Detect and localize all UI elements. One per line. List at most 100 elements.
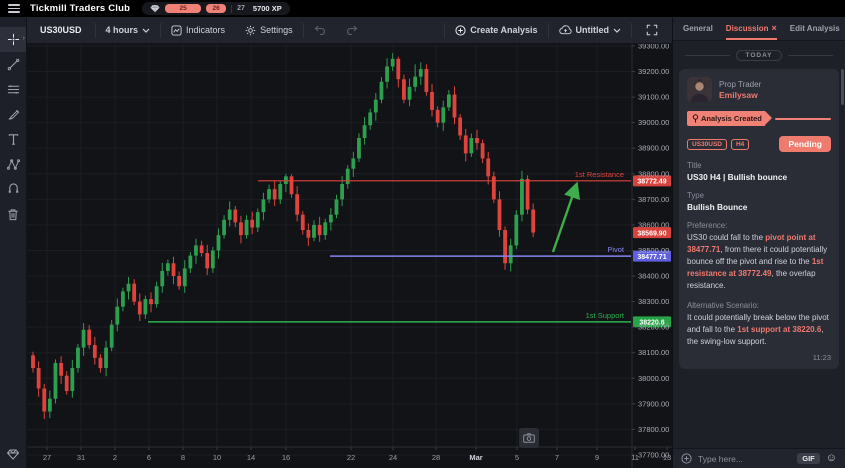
indicators-button[interactable]: Indicators	[161, 17, 235, 43]
tool-brush[interactable]	[0, 102, 26, 127]
attach-plus-icon[interactable]	[681, 453, 692, 464]
analysis-title: US30 H4 | Bullish bounce	[687, 172, 788, 182]
parallel-lines-icon	[7, 85, 19, 94]
xabcd-pattern-icon	[6, 159, 20, 170]
tool-text[interactable]	[0, 127, 26, 152]
chevron-down-icon	[613, 28, 621, 33]
svg-text:1st Support: 1st Support	[586, 311, 625, 320]
svg-text:38477.71: 38477.71	[637, 254, 666, 261]
svg-text:38000.00: 38000.00	[638, 374, 669, 383]
svg-text:39300.00: 39300.00	[638, 44, 669, 51]
xp-level-after: 27	[237, 5, 245, 12]
message-input[interactable]	[698, 453, 792, 464]
analysis-message-card[interactable]: Prop Trader Emilysaw Analysis Created US…	[679, 69, 839, 369]
magnet-icon	[8, 183, 18, 193]
svg-text:31: 31	[77, 453, 85, 462]
alt-scenario-text: It could potentially break below the piv…	[687, 313, 829, 346]
toolbar-divider	[160, 22, 162, 38]
tab-discussion[interactable]: Discussion ×	[725, 17, 777, 40]
redo-icon	[346, 25, 357, 35]
svg-text:Pivot: Pivot	[607, 245, 625, 254]
toolbar-divider	[547, 22, 549, 38]
banner-label: Analysis Created	[701, 114, 762, 123]
chevron-down-icon	[142, 28, 150, 33]
toolbar-divider	[631, 22, 632, 38]
tool-parallel-lines[interactable]	[0, 77, 26, 102]
tool-gem-bottom[interactable]	[0, 449, 26, 460]
xp-widget[interactable]: 25 26 27 5700 XP	[142, 2, 290, 15]
analysis-created-banner: Analysis Created	[687, 111, 831, 126]
alt-scenario-label: Alternative Scenario:	[687, 301, 759, 310]
fullscreen-icon	[646, 24, 658, 36]
xp-level-next: 26	[206, 4, 227, 13]
svg-text:14: 14	[247, 453, 255, 462]
svg-text:38200.00: 38200.00	[638, 323, 669, 332]
discussion-panel: General Discussion × Edit Analysis TODAY Pr…	[672, 17, 845, 468]
panel-scrollbar[interactable]	[841, 69, 844, 105]
svg-text:22: 22	[347, 453, 355, 462]
svg-text:2: 2	[113, 453, 117, 462]
timeframe-badge: H4	[730, 138, 750, 150]
symbol-label: US30USD	[40, 25, 82, 35]
banner-line	[774, 117, 831, 120]
tab-general[interactable]: General	[683, 24, 713, 33]
svg-text:39100.00: 39100.00	[638, 93, 669, 102]
title-label: Title	[687, 161, 702, 170]
svg-text:Mar: Mar	[469, 453, 482, 462]
gif-button[interactable]: GIF	[797, 453, 820, 464]
timeframe-dropdown[interactable]: 4 hours	[96, 17, 161, 43]
price-chart[interactable]: 1st Resistance 38772.49 Pivot 38477.71 1st S…	[27, 44, 672, 468]
svg-text:39200.00: 39200.00	[638, 67, 669, 76]
preference-label: Preference:	[687, 221, 728, 230]
drawing-tool-sidebar: ›	[0, 17, 27, 468]
svg-text:28: 28	[432, 453, 440, 462]
indicators-icon	[171, 24, 182, 36]
settings-button[interactable]: Settings	[235, 17, 303, 43]
menu-icon[interactable]	[8, 4, 20, 13]
tab-edit-analysis[interactable]: Edit Analysis	[789, 24, 840, 33]
plus-circle-icon	[455, 24, 466, 36]
camera-button[interactable]	[519, 428, 539, 448]
svg-text:37700.00: 37700.00	[638, 450, 669, 459]
svg-text:38100.00: 38100.00	[638, 348, 669, 357]
toolbar-divider	[444, 22, 446, 38]
tool-xabcd-pattern[interactable]	[0, 152, 26, 177]
avatar-image	[687, 77, 712, 102]
tool-trend-line[interactable]	[0, 52, 26, 77]
svg-text:38400.00: 38400.00	[638, 272, 669, 281]
undo-button[interactable]	[304, 17, 336, 43]
tool-magnet[interactable]	[0, 177, 26, 202]
pending-button[interactable]: Pending	[779, 136, 831, 152]
svg-text:37800.00: 37800.00	[638, 425, 669, 434]
fullscreen-button[interactable]	[632, 17, 672, 43]
redo-button[interactable]	[336, 17, 368, 43]
chart-area[interactable]: 1st Resistance 38772.49 Pivot 38477.71 1st S…	[27, 44, 672, 468]
svg-text:39000.00: 39000.00	[638, 118, 669, 127]
author-role: Prop Trader	[719, 79, 762, 89]
panel-body: TODAY Prop Trader Emilysaw	[673, 41, 845, 448]
svg-text:24: 24	[389, 453, 397, 462]
svg-text:38600.00: 38600.00	[638, 220, 669, 229]
create-analysis-button[interactable]: Create Analysis	[445, 17, 547, 43]
symbol-badge: US30USD	[687, 138, 727, 150]
svg-text:8: 8	[181, 453, 185, 462]
chart-toolbar: US30USD 4 hours Indicators Settings	[27, 17, 672, 44]
tab-close-icon[interactable]: ×	[771, 23, 777, 33]
author-name[interactable]: Emilysaw	[719, 89, 758, 100]
avatar[interactable]	[687, 77, 712, 102]
type-label: Type	[687, 191, 704, 200]
svg-text:6: 6	[147, 453, 151, 462]
tool-trash[interactable]	[0, 202, 26, 227]
chat-input-bar: GIF ☺	[673, 448, 845, 468]
gem-icon	[7, 449, 19, 460]
emoji-icon[interactable]: ☺	[825, 452, 837, 464]
today-label: TODAY	[736, 50, 782, 61]
tool-crosshair[interactable]: ›	[0, 27, 26, 52]
top-bar: Tickmill Traders Club 25 26 27 5700 XP	[0, 0, 845, 17]
message-timestamp: 11:23	[812, 353, 831, 362]
save-layout-dropdown[interactable]: Untitled	[549, 17, 632, 43]
svg-text:27: 27	[43, 453, 51, 462]
toolbar-divider	[94, 22, 96, 38]
pin-icon	[692, 114, 699, 123]
